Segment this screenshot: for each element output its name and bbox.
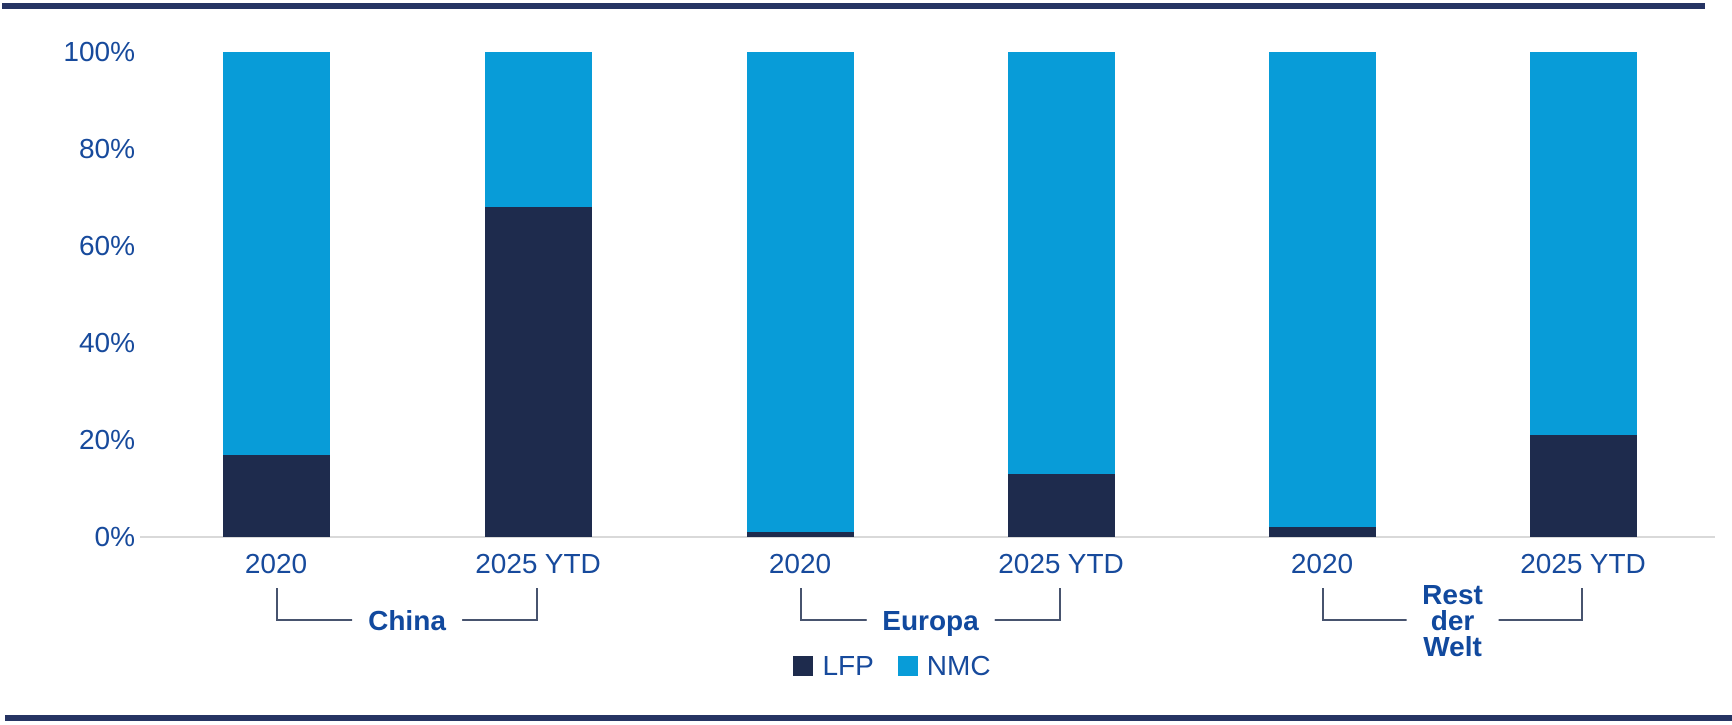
group-label-line: Welt [1423,631,1482,662]
group-bracket-1: Europa [800,588,1061,635]
bracket-right-line [1581,588,1583,621]
x-axis-tick-label: 2025 YTD [998,548,1124,579]
bracket-left-line [800,588,802,621]
bracket-left-line [276,588,278,621]
bar-segment-lfp-1 [484,207,592,537]
group-bracket-0: China [276,588,538,635]
bracket-left-line [1322,588,1324,621]
lfp-color-swatch [793,656,814,676]
group-label-2: Rest der Welt [1406,579,1499,662]
y-axis-tick-label: 0% [94,521,135,552]
group-label-line: China [368,605,446,636]
x-axis-tick-label: 2020 [244,548,308,579]
bracket-right-line [1059,588,1061,621]
y-axis-tick-label: 100% [63,36,135,67]
bar-segment-lfp-0 [222,454,330,537]
y-axis-tick-label: 60% [78,230,135,261]
group-label-line: der [1430,605,1475,636]
x-axis-line [140,536,1715,538]
bottom-border-rule [5,715,1732,721]
bar-segment-lfp-5 [1529,435,1637,537]
group-label-line: Rest [1422,579,1483,610]
bar-segment-lfp-2 [746,532,854,537]
group-label-1: Europa [866,605,995,636]
bar-segment-nmc-1 [484,52,592,208]
bar-segment-nmc-2 [746,52,854,533]
legend-item-nmc: NMC [897,650,991,682]
bar-segment-nmc-0 [222,52,330,455]
bracket-right-line [536,588,538,621]
bar-segment-lfp-4 [1268,527,1376,537]
x-axis-tick-label: 2020 [1290,548,1354,579]
x-axis-tick-label: 2020 [768,548,832,579]
legend: LFP NMC [26,650,1732,682]
x-axis-tick-label: 2025 YTD [475,548,601,579]
y-axis-tick-label: 80% [78,133,135,164]
bar-segment-nmc-3 [1007,52,1115,474]
y-axis-tick-label: 20% [78,424,135,455]
group-bracket-2: Rest der Welt [1322,581,1583,661]
bar-segment-nmc-5 [1529,52,1637,436]
y-axis-tick-label: 40% [78,327,135,358]
top-border-rule [2,3,1705,9]
legend-item-lfp: LFP [793,650,874,682]
nmc-color-swatch [897,656,918,676]
bar-segment-nmc-4 [1268,52,1376,528]
x-axis-tick-label: 2025 YTD [1520,548,1646,579]
group-label-0: China [352,605,462,636]
bar-segment-lfp-3 [1007,473,1115,537]
legend-label-nmc: NMC [926,650,991,681]
legend-label-lfp: LFP [822,650,874,681]
group-label-line: Europa [882,605,979,636]
